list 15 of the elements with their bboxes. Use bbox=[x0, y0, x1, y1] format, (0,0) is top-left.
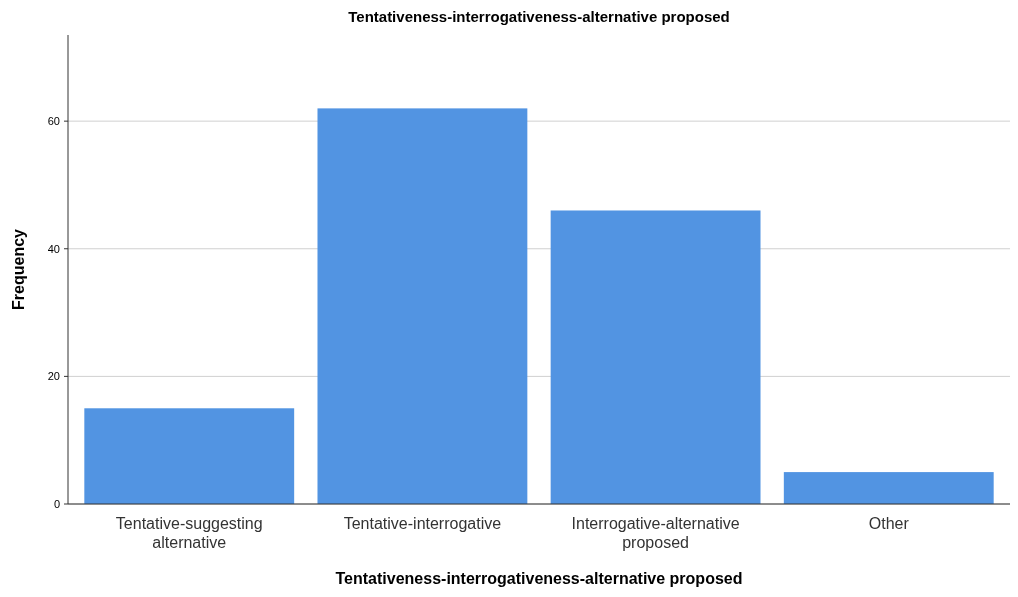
y-tick-label: 40 bbox=[47, 242, 60, 255]
x-tick-label: Tentative-suggesting alternative bbox=[115, 515, 263, 551]
bar bbox=[84, 408, 295, 504]
y-tick-label: 60 bbox=[47, 114, 60, 127]
y-tick-label: 0 bbox=[53, 497, 60, 510]
x-tick-label: Interrogative-alternative proposed bbox=[571, 515, 740, 551]
x-tick-label: Tentative-interrogative bbox=[343, 515, 502, 532]
bar bbox=[317, 108, 528, 504]
chart-title: Tentativeness-interrogativeness-alternative proposed bbox=[348, 8, 730, 25]
x-tick-label: Other bbox=[868, 515, 910, 532]
bar bbox=[550, 210, 761, 504]
y-tick-label: 20 bbox=[47, 370, 60, 383]
y-axis-title: Frequency bbox=[10, 228, 27, 310]
x-axis-title: Tentativeness-interrogativeness-alternative proposed bbox=[335, 570, 743, 587]
bar bbox=[783, 472, 994, 504]
